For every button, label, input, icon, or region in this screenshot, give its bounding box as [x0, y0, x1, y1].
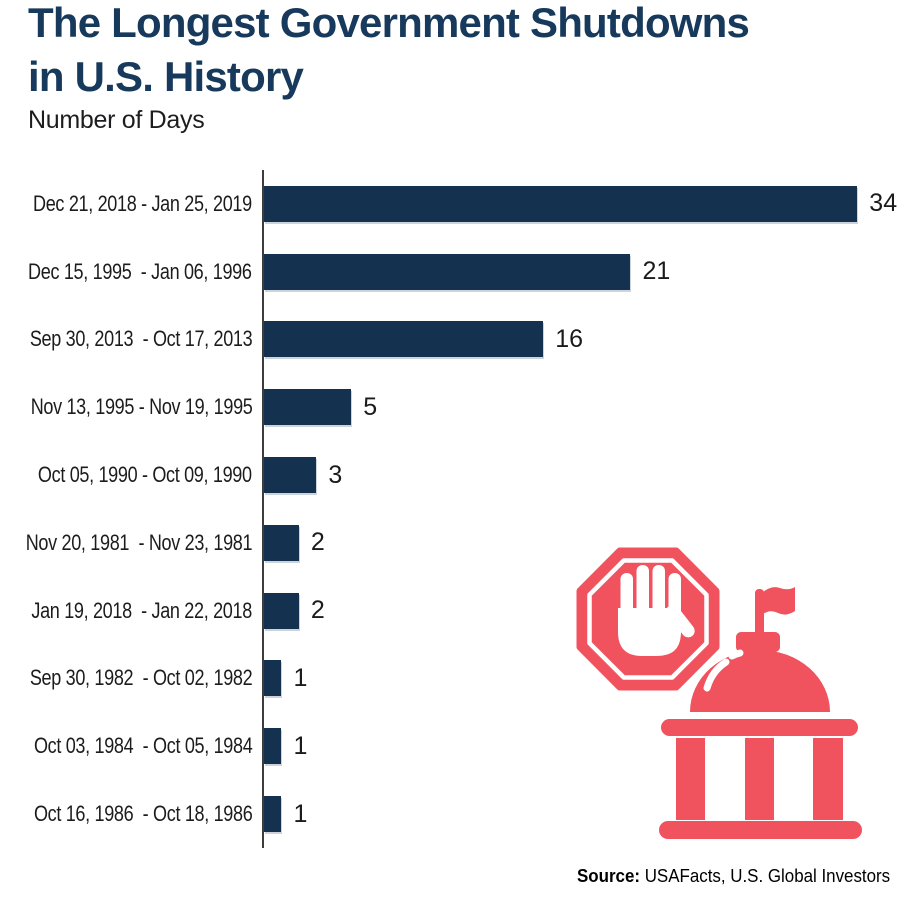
- chart-row: Oct 16, 1986 - Oct 18, 1986 1: [0, 780, 900, 848]
- category-label: Dec 21, 2018 - Jan 25, 2019: [33, 190, 252, 216]
- value-label: 1: [293, 799, 308, 828]
- source-label: Source:: [576, 866, 640, 886]
- bar: [264, 660, 282, 697]
- bar: [264, 796, 282, 833]
- category-label-cell: Nov 20, 1981 - Nov 23, 1981: [0, 530, 264, 556]
- bar: [264, 524, 299, 561]
- category-label-cell: Jan 19, 2018 - Jan 22, 2018: [0, 598, 264, 624]
- category-label-cell: Oct 05, 1990 - Oct 09, 1990: [0, 462, 264, 488]
- category-label-cell: Nov 13, 1995 - Nov 19, 1995: [0, 394, 264, 420]
- chart-row: Nov 13, 1995 - Nov 19, 1995 5: [0, 373, 900, 441]
- source-names: USAFacts, U.S. Global Investors: [639, 866, 890, 886]
- capitol-building-icon: [659, 587, 862, 839]
- chart-row: Dec 15, 1995 - Jan 06, 1996 21: [0, 238, 900, 306]
- category-label: Oct 05, 1990 - Oct 09, 1990: [38, 462, 252, 488]
- value-label: 34: [869, 189, 898, 218]
- value-label: 2: [310, 528, 325, 557]
- bar-chart: Dec 21, 2018 - Jan 25, 2019 34 Dec 15, 199…: [0, 170, 900, 848]
- category-label: Sep 30, 2013 - Oct 17, 2013: [29, 326, 252, 352]
- category-label-cell: Dec 15, 1995 - Jan 06, 1996: [0, 259, 264, 285]
- chart-row: Dec 21, 2018 - Jan 25, 2019 34: [0, 170, 900, 238]
- bar: [264, 592, 299, 629]
- category-label: Nov 13, 1995 - Nov 19, 1995: [30, 394, 252, 420]
- value-label: 1: [293, 663, 308, 692]
- bar-rows: Dec 21, 2018 - Jan 25, 2019 34 Dec 15, 199…: [0, 170, 900, 848]
- shutdown-illustration: [576, 547, 862, 839]
- chart-row: Sep 30, 2013 - Oct 17, 2013 16: [0, 306, 900, 374]
- category-label-cell: Oct 16, 1986 - Oct 18, 1986: [0, 801, 264, 827]
- bar: [264, 728, 282, 765]
- value-label: 1: [293, 731, 308, 760]
- y-axis-line: [262, 170, 264, 848]
- category-label: Jan 19, 2018 - Jan 22, 2018: [31, 597, 252, 623]
- flag-icon: [763, 587, 795, 615]
- value-label: 2: [310, 596, 325, 625]
- category-label: Dec 15, 1995 - Jan 06, 1996: [28, 258, 252, 284]
- category-label-cell: Dec 21, 2018 - Jan 25, 2019: [0, 191, 264, 217]
- value-label: 21: [642, 257, 671, 286]
- category-label: Sep 30, 1982 - Oct 02, 1982: [29, 665, 252, 691]
- category-label: Nov 20, 1981 - Nov 23, 1981: [25, 529, 253, 555]
- category-label-cell: Sep 30, 1982 - Oct 02, 1982: [0, 665, 264, 691]
- value-label: 3: [328, 460, 343, 489]
- source-line: Source: USAFacts, U.S. Global Investors: [577, 866, 890, 887]
- value-label: 5: [363, 392, 378, 421]
- bar: [264, 457, 317, 494]
- chart-title-line2: in U.S. History: [28, 53, 304, 100]
- chart-row: Nov 20, 1981 - Nov 23, 1981 2: [0, 509, 900, 577]
- chart-row: Oct 03, 1984 - Oct 05, 1984 1: [0, 712, 900, 780]
- value-label: 16: [555, 324, 583, 353]
- chart-title-line1: The Longest Government Shutdowns: [28, 0, 750, 46]
- chart-row: Sep 30, 1982 - Oct 02, 1982 1: [0, 645, 900, 713]
- bar: [264, 389, 352, 426]
- chart-title: The Longest Government Shutdowns in U.S. …: [28, 0, 750, 104]
- category-label: Oct 16, 1986 - Oct 18, 1986: [33, 801, 253, 827]
- bar: [264, 321, 544, 358]
- chart-subtitle: Number of Days: [28, 106, 205, 134]
- stop-sign-hand-icon: [576, 547, 720, 691]
- category-label-cell: Oct 03, 1984 - Oct 05, 1984: [0, 733, 264, 759]
- bar: [264, 253, 631, 290]
- hand-icon: [618, 565, 695, 656]
- chart-row: Oct 05, 1990 - Oct 09, 1990 3: [0, 441, 900, 509]
- category-label-cell: Sep 30, 2013 - Oct 17, 2013: [0, 326, 264, 352]
- chart-row: Jan 19, 2018 - Jan 22, 2018 2: [0, 577, 900, 645]
- bar: [264, 185, 858, 222]
- category-label: Oct 03, 1984 - Oct 05, 1984: [33, 733, 253, 759]
